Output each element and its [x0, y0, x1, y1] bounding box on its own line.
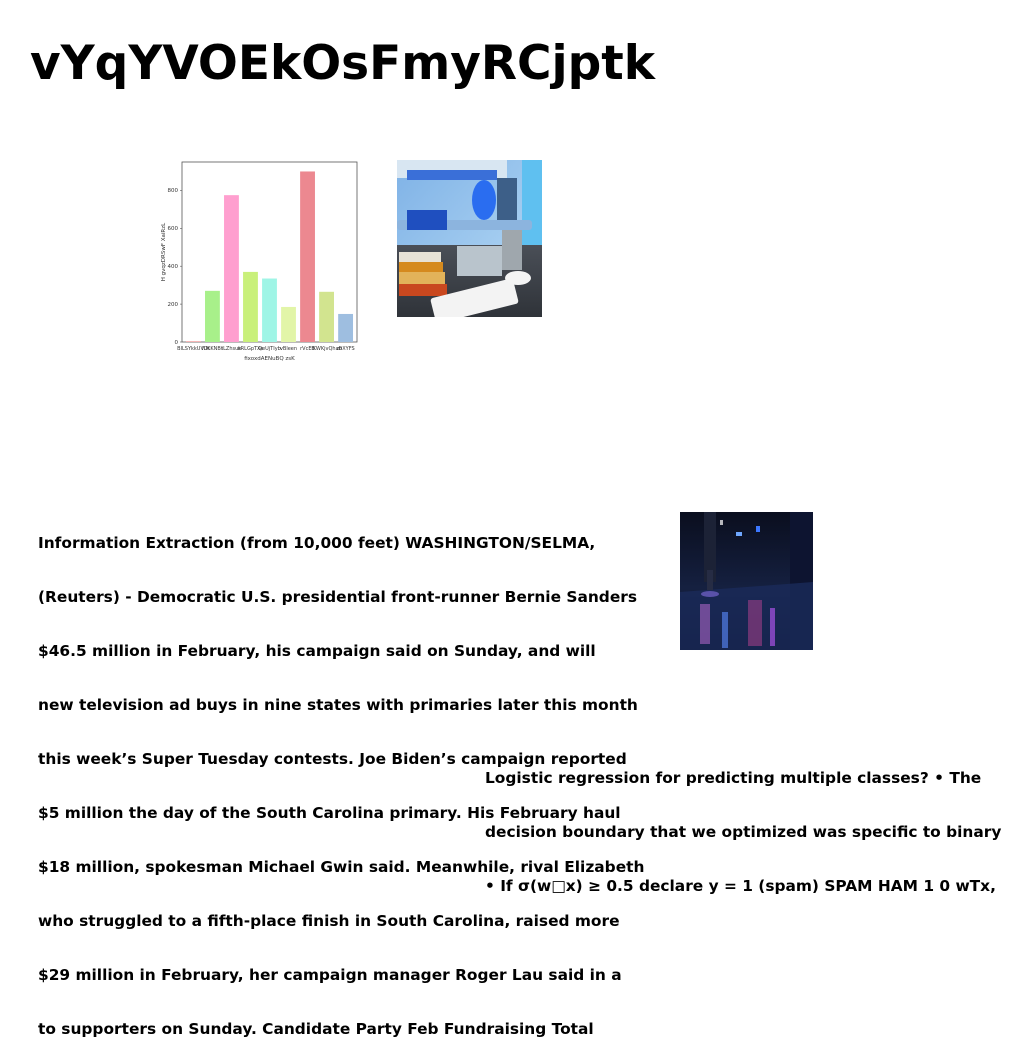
text-line: new television ad buys in nine states wi… — [38, 696, 638, 714]
x-axis-label: fixoxdAENuBQ zsK — [244, 356, 295, 362]
desk-photo — [397, 160, 542, 317]
text-line: (Reuters) - Democratic U.S. presidential… — [38, 588, 638, 606]
x-tick-label: zfiXYFS — [336, 346, 354, 352]
x-tick-label: IKWKjvQhab — [311, 346, 342, 352]
page-title: vYqYVOEkOsFmyRCjptk — [30, 36, 656, 91]
text-line: decision boundary that we optimized was … — [485, 823, 1002, 841]
text-line: $46.5 million in February, his campaign … — [38, 642, 596, 660]
x-tick-label: rVcEB — [300, 346, 315, 352]
x-tick-label: vBleen — [280, 346, 297, 352]
x-tick-label: QeUjTIyb — [258, 346, 281, 352]
bar-lUKKNBt — [205, 290, 220, 342]
night-street-photo — [680, 512, 813, 650]
y-tick-label: 600 — [168, 226, 179, 232]
text-line: Information Extraction (from 10,000 feet… — [38, 534, 596, 552]
bar-iLZhsuk — [224, 195, 239, 342]
bar-chart-figure: 0 200 400 600 800 BILSYkkUVOt lUKKNBt iLZhsuk o… — [158, 155, 363, 367]
bar-IKWKjvQhab — [319, 291, 334, 342]
text-line: $29 million in February, her campaign ma… — [38, 966, 622, 984]
x-tick-label: BILSYkkUVOt — [177, 346, 210, 352]
text-line: • If σ(w□x) ≥ 0.5 declare y = 1 (spam) S… — [485, 877, 996, 895]
text-line: who struggled to a fifth-place finish in… — [38, 912, 620, 930]
text-line: Logistic regression for predicting multi… — [485, 769, 982, 787]
bar-vBleen — [281, 306, 296, 342]
bar-rVcEB — [300, 171, 315, 342]
x-tick-label: lUKKNBt — [202, 346, 223, 352]
y-tick-label: 800 — [168, 188, 179, 194]
text-line: this week’s Super Tuesday contests. Joe … — [38, 750, 627, 768]
y-tick-label: 400 — [168, 264, 179, 270]
bar-zfiXYFS — [338, 313, 354, 342]
bar-BILSYkkUVOt — [185, 341, 201, 342]
y-tick-label: 0 — [175, 340, 179, 346]
lecture-paragraph: Logistic regression for predicting multi… — [485, 733, 1020, 913]
bar-chart: 0 200 400 600 800 BILSYkkUVOtlUKKNBtiLZhsuko… — [161, 161, 358, 362]
y-tick-label: 200 — [168, 302, 179, 308]
text-line: to supporters on Sunday. Candidate Party… — [38, 1020, 594, 1038]
y-axis-label: H gvqzDRSwF XaiRzL — [161, 222, 167, 281]
bar-oRLGpTXe — [243, 271, 258, 342]
bar-QeUjTIyb — [262, 278, 277, 342]
x-tick-label: iLZhsuk — [222, 346, 242, 352]
x-tick-label: oRLGpTXe — [238, 346, 264, 352]
